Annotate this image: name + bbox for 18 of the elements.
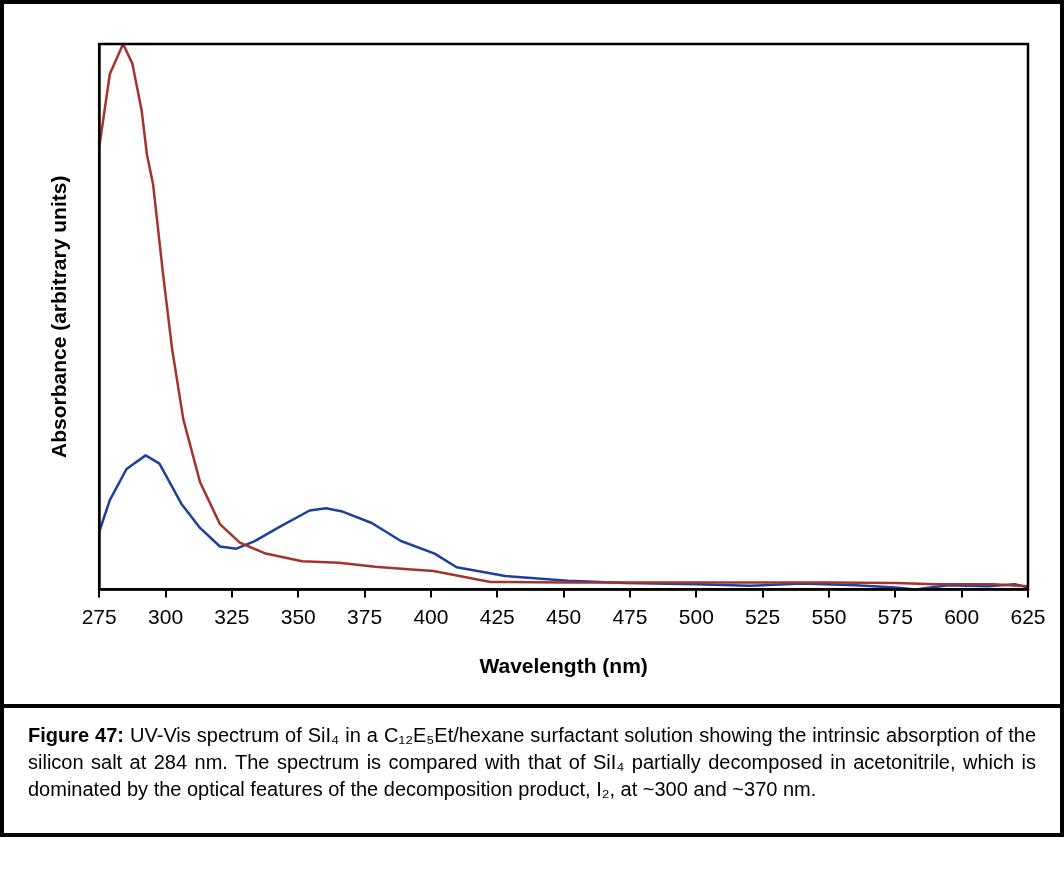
x-tick-label: 600	[944, 605, 980, 628]
x-axis-title: Wavelength (nm)	[479, 654, 648, 678]
x-tick-label: 325	[214, 605, 250, 628]
x-tick-label: 375	[347, 605, 383, 628]
x-tick-label: 550	[811, 605, 847, 628]
x-tick-label: 475	[612, 605, 648, 628]
y-axis-title: Absorbance (arbitrary units)	[47, 175, 71, 458]
x-tick-label: 625	[1010, 605, 1046, 628]
x-tick-label: 500	[678, 605, 714, 628]
x-tick-label: 300	[148, 605, 184, 628]
x-tick-label: 400	[413, 605, 449, 628]
x-tick-label: 350	[280, 605, 316, 628]
caption: Figure 47: UV-Vis spectrum of SiI₄ in a C₁₂E₅Et/hexane surfactant solution showing the intrinsic absorption of the silicon salt at 284 nm. The spectrum is compared with that of SiI₄ partially decomposed in acetonitrile, which is dominated by the optical features of the decomposition product, I₂, at ~300 and ~370 nm.	[28, 723, 1037, 802]
x-tick-label: 425	[479, 605, 515, 628]
x-tick-label: 525	[745, 605, 781, 628]
x-tick-label: 450	[546, 605, 582, 628]
x-tick-label: 575	[877, 605, 913, 628]
x-tick-label: 275	[81, 605, 117, 628]
